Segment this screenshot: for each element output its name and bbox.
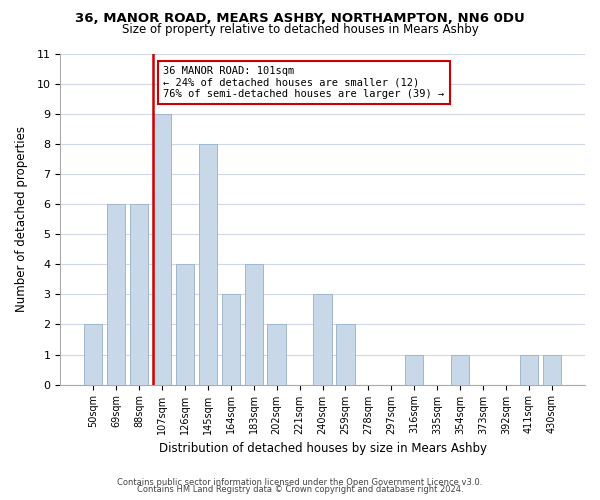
Bar — [543, 354, 561, 384]
Bar — [336, 324, 355, 384]
Bar — [199, 144, 217, 384]
Bar — [405, 354, 424, 384]
Text: Contains HM Land Registry data © Crown copyright and database right 2024.: Contains HM Land Registry data © Crown c… — [137, 485, 463, 494]
Text: 36, MANOR ROAD, MEARS ASHBY, NORTHAMPTON, NN6 0DU: 36, MANOR ROAD, MEARS ASHBY, NORTHAMPTON… — [75, 12, 525, 26]
Text: 36 MANOR ROAD: 101sqm
← 24% of detached houses are smaller (12)
76% of semi-deta: 36 MANOR ROAD: 101sqm ← 24% of detached … — [163, 66, 445, 99]
Bar — [176, 264, 194, 384]
Bar — [520, 354, 538, 384]
Bar — [313, 294, 332, 384]
Bar — [84, 324, 102, 384]
Bar — [268, 324, 286, 384]
Bar — [107, 204, 125, 384]
Text: Contains public sector information licensed under the Open Government Licence v3: Contains public sector information licen… — [118, 478, 482, 487]
Bar — [153, 114, 171, 384]
Bar — [451, 354, 469, 384]
X-axis label: Distribution of detached houses by size in Mears Ashby: Distribution of detached houses by size … — [158, 442, 487, 455]
Bar — [221, 294, 240, 384]
Y-axis label: Number of detached properties: Number of detached properties — [15, 126, 28, 312]
Bar — [245, 264, 263, 384]
Text: Size of property relative to detached houses in Mears Ashby: Size of property relative to detached ho… — [122, 22, 478, 36]
Bar — [130, 204, 148, 384]
